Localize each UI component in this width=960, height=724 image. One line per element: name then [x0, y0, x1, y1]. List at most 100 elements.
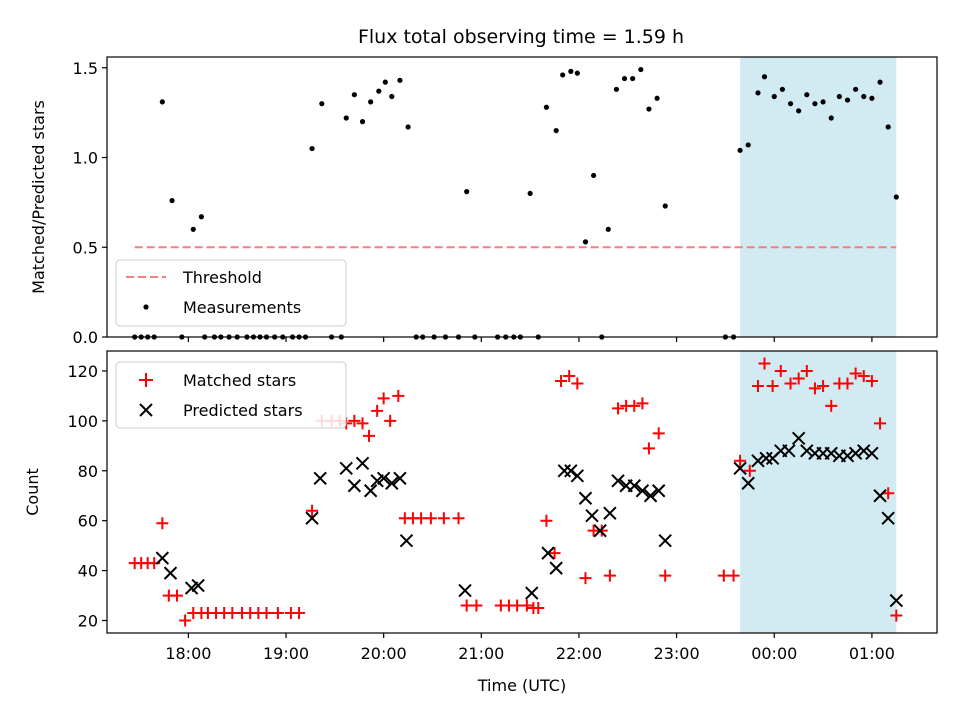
top-panel: 0.0 0.5 1.0 1.5 Matched/Predicted stars Thr… — [29, 56, 938, 347]
measurement-point — [737, 147, 743, 153]
predicted-star-point — [564, 464, 578, 478]
predicted-star-point — [570, 469, 585, 483]
matched-star-point — [857, 369, 870, 382]
predicted-star-point — [393, 471, 407, 485]
measurement-point — [351, 92, 357, 98]
legend-matched-label: Matched stars — [183, 371, 296, 390]
predicted-star-point — [865, 446, 879, 461]
matched-star-point — [734, 454, 747, 467]
matched-star-points — [128, 357, 903, 627]
predicted-star-point — [751, 454, 765, 468]
measurement-point — [787, 101, 794, 107]
y-tick-label: 0.5 — [73, 238, 98, 257]
predicted-star-point — [791, 431, 806, 446]
measurement-point — [630, 75, 636, 82]
predicted-star-point — [889, 593, 904, 608]
predicted-star-point — [363, 484, 378, 498]
measurement-point — [877, 79, 883, 85]
measurement-point — [568, 68, 574, 74]
matched-star-point — [766, 379, 779, 392]
predicted-star-point — [458, 583, 472, 598]
predicted-star-point — [643, 489, 658, 503]
measurement-point — [309, 145, 315, 152]
predicted-star-point — [658, 533, 672, 548]
matched-star-point — [751, 379, 764, 392]
measurement-point — [779, 86, 785, 92]
predicted-star-point — [385, 476, 399, 490]
predicted-star-point — [355, 456, 370, 471]
matched-star-point — [437, 512, 450, 525]
measurement-point — [397, 77, 403, 83]
predicted-star-point — [741, 476, 755, 490]
matched-star-point — [792, 372, 805, 385]
matched-star-point — [882, 487, 895, 500]
measurement-point — [893, 194, 899, 200]
matched-star-point — [392, 389, 405, 402]
measurement-point — [359, 119, 366, 125]
matched-star-point — [348, 414, 361, 427]
predicted-star-point — [848, 446, 863, 461]
y-tick-label: 20 — [78, 612, 98, 631]
top-x-ticks — [187, 337, 873, 342]
matched-star-point — [293, 607, 306, 620]
matched-star-point — [774, 364, 787, 377]
predicted-star-point — [191, 578, 205, 593]
y-tick-label: 80 — [78, 462, 98, 481]
measurement-point — [190, 226, 196, 232]
matched-star-point — [371, 404, 384, 417]
top-highlight-band — [740, 57, 897, 337]
bottom-legend: Matched stars Predicted stars — [115, 361, 347, 429]
predicted-star-point — [347, 479, 362, 493]
x-tick-label: 22:00 — [556, 644, 602, 663]
y-tick-label: 100 — [67, 412, 98, 431]
matched-star-point — [636, 397, 649, 410]
predicted-star-point — [578, 491, 593, 505]
predicted-star-point — [857, 444, 871, 458]
chart-title: Flux total observing time = 1.59 h — [358, 26, 684, 48]
matched-star-point — [260, 607, 273, 620]
predicted-star-point — [525, 586, 539, 600]
predicted-star-point — [593, 523, 607, 538]
y-tick-label: 0.0 — [73, 328, 98, 347]
matched-star-point — [363, 429, 376, 442]
y-tick-label: 1.0 — [73, 149, 98, 168]
matched-star-point — [727, 569, 740, 582]
x-tick-label: 19:00 — [263, 644, 309, 663]
measurement-point — [812, 101, 818, 107]
measurement-point — [654, 95, 660, 101]
matched-star-point — [874, 417, 887, 430]
measurement-point — [828, 115, 834, 121]
matched-star-point — [652, 427, 665, 440]
y-tick-label: 1.5 — [73, 59, 98, 78]
predicted-star-point — [313, 471, 327, 485]
x-tick-label: 18:00 — [165, 644, 211, 663]
measurement-point — [761, 74, 768, 80]
bottom-y-axis-label: Count — [23, 468, 42, 516]
measurement-point — [755, 90, 761, 96]
matched-star-point — [612, 402, 625, 415]
predicted-star-point — [800, 444, 814, 458]
measurement-point — [796, 108, 802, 114]
top-y-ticks: 0.0 0.5 1.0 1.5 — [73, 59, 107, 347]
measurement-point — [836, 93, 842, 100]
matched-star-point — [800, 364, 813, 377]
legend-predicted-swatch — [139, 403, 153, 417]
matched-star-point — [808, 382, 821, 395]
legend-matched-swatch — [139, 373, 153, 387]
matched-star-point — [628, 399, 641, 412]
predicted-star-point — [635, 484, 650, 498]
matched-star-point — [424, 512, 437, 525]
y-tick-label: 60 — [78, 512, 98, 531]
x-axis-label: Time (UTC) — [477, 676, 566, 695]
measurement-point — [613, 86, 619, 92]
matched-star-point — [642, 442, 655, 455]
measurement-point — [169, 197, 175, 204]
measurement-points — [132, 66, 899, 340]
measurement-point — [844, 97, 851, 103]
top-axes-frame — [106, 56, 938, 338]
measurement-point — [159, 99, 165, 105]
matched-star-point — [356, 417, 369, 430]
measurement-point — [804, 92, 810, 98]
measurement-point — [319, 101, 325, 107]
matched-star-point — [659, 569, 672, 582]
